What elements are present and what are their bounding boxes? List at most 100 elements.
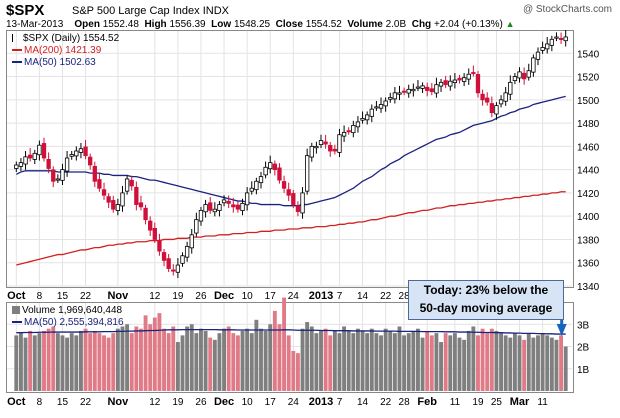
volume-tick-label: 2B	[577, 343, 590, 354]
volume-bar	[166, 333, 171, 391]
candle-body	[461, 77, 467, 82]
candle-body	[258, 176, 264, 184]
credit-text: @ StockCharts.com	[522, 4, 612, 15]
candle-body	[148, 220, 153, 231]
price-tick-label: 1520	[577, 73, 600, 84]
candle-body	[23, 156, 28, 165]
candle-body	[138, 202, 144, 208]
volume-bar	[42, 330, 46, 391]
volume-bar	[476, 335, 480, 391]
candle-body	[305, 155, 310, 192]
candle-body	[397, 92, 402, 95]
x-tick-label-bottom: Feb	[417, 396, 437, 408]
candle-body	[171, 269, 176, 272]
legend-price-text: $SPX (Daily) 1554.52	[23, 33, 120, 44]
volume-bar	[388, 330, 393, 391]
legend-vol-ma50-text: MA(50) 2,555,394,816	[24, 317, 124, 328]
candle-body	[88, 156, 93, 166]
candle-body	[425, 86, 430, 91]
description-text: S&P 500 Large Cap Index	[72, 5, 200, 17]
candle-body	[360, 118, 365, 121]
candle-body	[129, 179, 134, 187]
legend-volume-text: Volume 1,969,640,448	[22, 305, 123, 316]
volume-bars	[14, 297, 568, 391]
price-tick-label: 1500	[577, 96, 600, 107]
volume-bar	[300, 328, 305, 391]
volume-legend-icon	[12, 306, 20, 315]
candle-body	[249, 187, 254, 192]
candle-body	[314, 145, 319, 149]
candle-body	[18, 162, 24, 167]
volume-bar	[406, 333, 411, 391]
volume-bar	[383, 328, 388, 391]
x-tick-label-bottom: 7	[337, 397, 343, 408]
volume-bar	[125, 324, 130, 391]
volume-bar	[291, 350, 296, 391]
chg-arrow-icon: ▲	[505, 19, 515, 29]
candle-body	[443, 80, 448, 86]
candle-body	[503, 92, 508, 102]
x-tick-label-bottom: 17	[265, 397, 277, 408]
x-tick-label-bottom: 12	[149, 397, 161, 408]
volume-bar	[60, 335, 65, 391]
volume-bar	[512, 333, 517, 391]
candle-body	[341, 131, 347, 137]
volume-bar	[554, 339, 559, 391]
candle-body	[97, 179, 102, 189]
volume-bar	[480, 328, 485, 391]
volume-bar	[342, 326, 347, 391]
candle-body	[429, 88, 434, 93]
candle-body	[157, 240, 162, 252]
candle-body	[83, 146, 88, 157]
volume-bar	[88, 333, 93, 391]
volume-bar	[356, 328, 360, 391]
price-tick-label: 1460	[577, 142, 600, 153]
callout-line-1: Today: 23% below the	[423, 283, 549, 297]
candle-body	[554, 36, 559, 39]
x-tick-label-bottom: 11	[450, 397, 461, 408]
volume-tick-label: 3B	[577, 320, 590, 331]
volume-bar	[194, 333, 199, 391]
candle-body	[221, 199, 227, 204]
x-tick-label-top: 19	[172, 291, 184, 302]
volume-bar	[346, 330, 351, 391]
candle-body	[124, 178, 130, 192]
price-tick-label: 1360	[577, 259, 600, 270]
ma200-legend-icon	[12, 49, 22, 52]
candle-body	[378, 104, 384, 109]
volume-bar	[425, 330, 430, 391]
candle-body	[332, 148, 338, 152]
volume-tick-label: 1B	[577, 365, 590, 376]
volume-bar	[14, 335, 19, 391]
candle-body	[64, 157, 70, 172]
candle-body	[152, 227, 157, 240]
volume-bar	[189, 324, 194, 391]
candle-body	[277, 167, 282, 181]
legend-ma50: MA(50) 1502.63	[12, 57, 96, 68]
candle-body	[388, 97, 393, 100]
candle-body	[411, 88, 416, 92]
x-tick-label-top: 24	[288, 291, 300, 302]
volume-bar	[120, 326, 125, 391]
volume-bar	[282, 297, 287, 391]
close-label: Close	[275, 19, 303, 30]
candle-body	[101, 189, 107, 196]
price-tick-label: 1380	[577, 235, 600, 246]
x-tick-label-top: 26	[195, 291, 207, 302]
volume-bar	[332, 330, 337, 391]
candle-body	[295, 205, 301, 212]
candle-body	[231, 204, 236, 208]
price-tick-label: 1440	[577, 166, 600, 177]
high-label: High	[144, 19, 167, 30]
candle-body	[512, 76, 518, 82]
callout-line-2: 50-day moving average	[419, 301, 553, 315]
price-tick-label: 1420	[577, 189, 600, 200]
volume-bar	[268, 324, 273, 391]
volume-bar	[111, 333, 116, 391]
candle-body	[180, 255, 185, 264]
candle-body	[120, 192, 125, 207]
volume-bar	[319, 330, 323, 391]
x-tick-label-top: 8	[37, 291, 43, 302]
volume-bar	[295, 353, 300, 391]
candle-body	[217, 204, 222, 211]
